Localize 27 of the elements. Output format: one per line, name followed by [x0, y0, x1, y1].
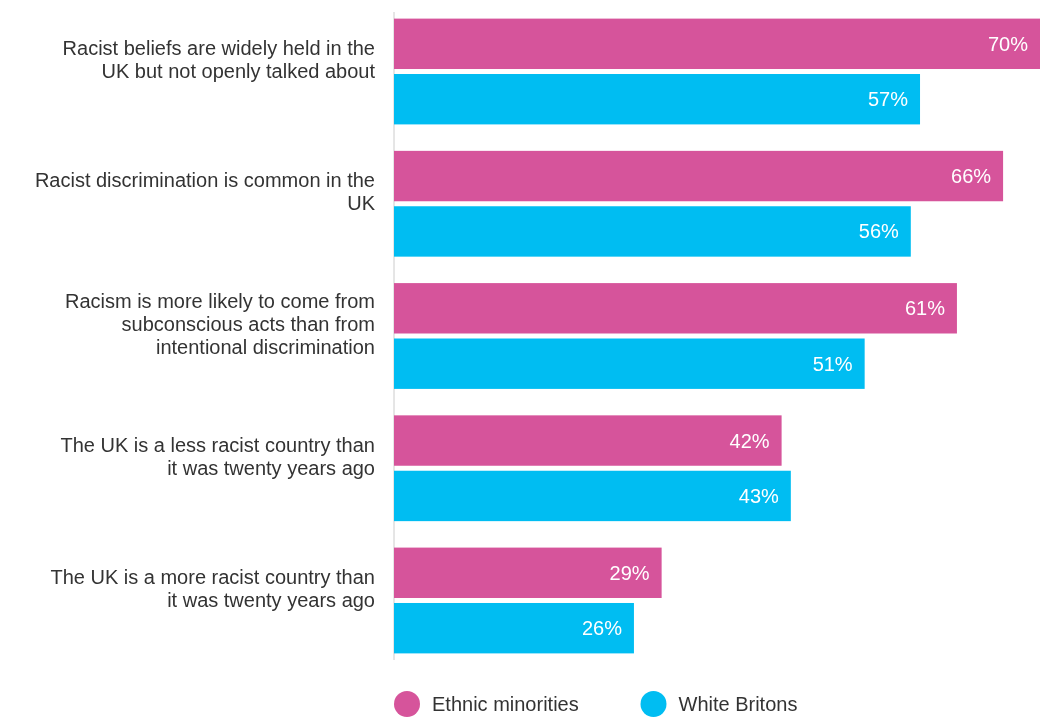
bar: [394, 547, 662, 598]
bar: [394, 470, 791, 522]
bar: [394, 415, 782, 466]
bar: [394, 602, 634, 654]
data-label: 61%: [904, 297, 946, 320]
data-label: 51%: [812, 352, 853, 375]
y-tick-label: The UK is a less racist country than it was twenty years ago: [60, 433, 375, 479]
data-label: 26%: [581, 617, 623, 640]
y-tick-label: Racist discrimination is common in the UK: [34, 169, 376, 215]
legend-label: White Britons: [678, 693, 798, 715]
y-tick-label: Racism is more likely to come from subconscious acts than from intentional discrimination: [64, 290, 375, 358]
y-tick-label: Racist beliefs are widely held in the UK but not openly talked about: [62, 37, 376, 83]
bar: [394, 74, 921, 125]
bar: [394, 150, 1004, 202]
data-label: 29%: [609, 561, 650, 584]
data-label: 66%: [951, 165, 992, 188]
data-label: 42%: [729, 429, 770, 452]
data-label: 56%: [858, 220, 900, 243]
y-tick-label: The UK is a more racist country than it was twenty years ago: [50, 565, 375, 611]
data-label: 57%: [868, 88, 909, 111]
bar: [394, 338, 865, 389]
bar: [394, 206, 911, 257]
legend-label: Ethnic minorities: [432, 693, 579, 715]
bar: [394, 18, 1040, 70]
data-label: 70%: [987, 32, 1029, 55]
data-label: 43%: [738, 484, 780, 507]
bar: [394, 283, 957, 334]
